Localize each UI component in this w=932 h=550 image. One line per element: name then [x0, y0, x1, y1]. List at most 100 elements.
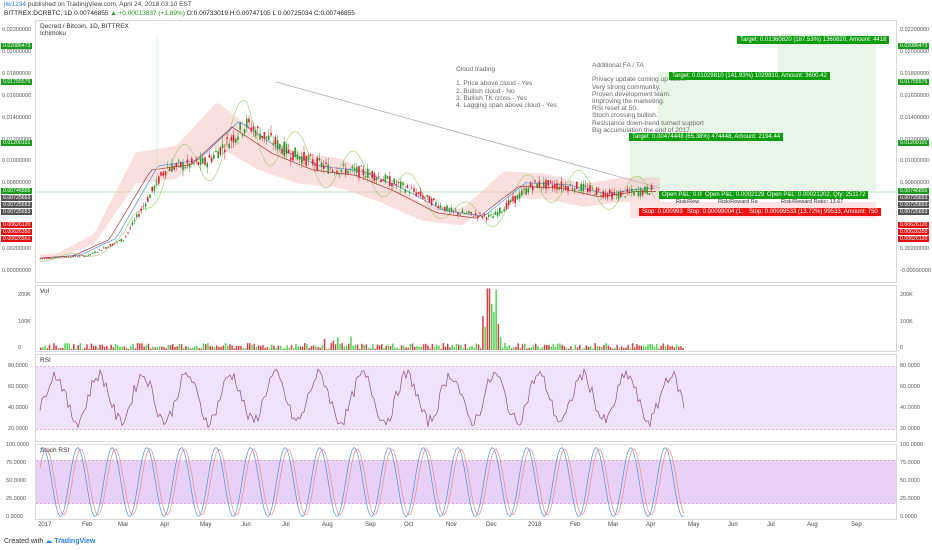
candle-body	[340, 169, 343, 172]
candle-body	[257, 126, 259, 129]
volume-bar	[253, 343, 255, 350]
candle-body	[270, 132, 272, 136]
candle-body	[342, 164, 345, 166]
right-scale-tick: 0.00800000	[900, 180, 930, 187]
volume-bar	[57, 348, 60, 350]
candle-body	[162, 172, 164, 176]
volume-bar	[249, 343, 251, 350]
volume-bar	[453, 347, 456, 350]
candle-body	[103, 247, 105, 249]
stoch-scale-tick: 50.0000	[6, 478, 26, 484]
candle-body	[239, 122, 241, 130]
candle-body	[611, 192, 613, 200]
candle-body	[331, 170, 334, 172]
candle-body	[565, 186, 567, 190]
tradingview-brand[interactable]: TradingView	[54, 538, 96, 545]
stoch-scale-tick: 75.0000	[900, 460, 920, 466]
volume-bar	[326, 348, 328, 350]
candle-body	[375, 177, 378, 181]
left-price-tag: 0.00725653	[1, 209, 33, 215]
candle-body	[215, 150, 217, 152]
time-axis-label: Apr	[646, 522, 656, 528]
candle-body	[336, 171, 338, 174]
candle-body	[320, 162, 323, 168]
volume-bar	[475, 343, 478, 350]
candle-body	[133, 219, 136, 222]
volume-pane[interactable]: Vol	[35, 285, 897, 352]
volume-bar	[233, 348, 236, 350]
candle-body	[94, 251, 96, 254]
volume-bar	[244, 348, 247, 350]
candle-body	[177, 160, 180, 162]
volume-bar	[517, 343, 519, 350]
created-with-text: Created with	[4, 538, 44, 545]
price-pane[interactable]: Decred / Bitcoin, 1D, BITTREX Ichimoku	[35, 20, 897, 283]
candle-body	[428, 195, 431, 203]
rsi-pane[interactable]: RSI	[35, 354, 897, 442]
left-price-tag: 0.00725653	[1, 195, 33, 201]
candle-body	[485, 217, 488, 220]
volume-bar	[594, 343, 596, 350]
candle-body	[114, 243, 116, 245]
volume-bar	[132, 343, 134, 350]
candle-body	[373, 172, 376, 181]
volume-bar	[528, 347, 530, 350]
candle-body	[589, 185, 591, 192]
right-scale-tick: 0.01400000	[900, 114, 930, 121]
volume-bar	[565, 347, 568, 350]
volume-bar	[471, 346, 473, 350]
candle-body	[301, 156, 303, 164]
candle-body	[292, 151, 294, 161]
candle-body	[294, 147, 296, 158]
volume-bar	[587, 346, 590, 350]
candle-body	[457, 212, 459, 215]
left-scale-tick: 0.02000000	[2, 48, 32, 55]
volume-bar	[55, 345, 57, 350]
volume-bar	[211, 346, 214, 350]
candle-body	[276, 140, 279, 150]
candle-body	[318, 158, 321, 161]
right-price-tag: 0.02086473	[898, 43, 930, 49]
volume-bar	[524, 343, 526, 350]
volume-bar	[579, 344, 581, 350]
candle-body	[261, 135, 263, 138]
username-link[interactable]: jlw1234	[4, 1, 27, 8]
target-zone-1	[778, 34, 876, 190]
candle-body	[50, 258, 52, 260]
time-axis-label: Nov	[446, 522, 457, 528]
ohlc-values: O:0.00733019 H:0.00747105 L:0.00725034 C…	[186, 10, 355, 17]
volume-bar	[169, 345, 172, 350]
right-scale-tick: 0.02200000	[900, 27, 930, 33]
stop-label-1: Stop: 0.000993	[639, 208, 686, 216]
candle-body	[650, 185, 653, 190]
candle-body	[182, 162, 184, 171]
stoch-scale-tick: 100.0000	[6, 442, 29, 448]
candle-body	[569, 184, 571, 186]
candle-body	[455, 210, 457, 212]
last-price: 0.00746855	[74, 10, 109, 17]
candle-body	[402, 182, 404, 186]
volume-bar	[348, 343, 350, 350]
target-zone-3	[630, 140, 658, 190]
volume-bar	[662, 343, 665, 350]
volume-bar	[262, 345, 264, 350]
volume-bar	[299, 346, 302, 350]
volume-bar	[209, 346, 211, 350]
candle-body	[389, 176, 391, 186]
volume-bar	[532, 345, 535, 350]
candle-body	[606, 193, 609, 198]
chart-title: Decred / Bitcoin, 1D, BITTREX Ichimoku	[40, 23, 129, 37]
volume-bar	[231, 345, 233, 350]
volume-bar	[119, 346, 121, 350]
candle-body	[70, 256, 72, 258]
stoch-rsi-pane[interactable]: Stoch RSI	[35, 444, 897, 520]
volume-bar	[77, 345, 79, 350]
candle-body	[81, 255, 83, 256]
candle-body	[252, 126, 255, 130]
candle-body	[118, 240, 120, 242]
candle-body	[525, 188, 527, 195]
volume-bar	[416, 346, 418, 350]
candle-body	[230, 136, 233, 141]
volume-bar	[381, 344, 383, 350]
volume-bar	[497, 323, 500, 350]
